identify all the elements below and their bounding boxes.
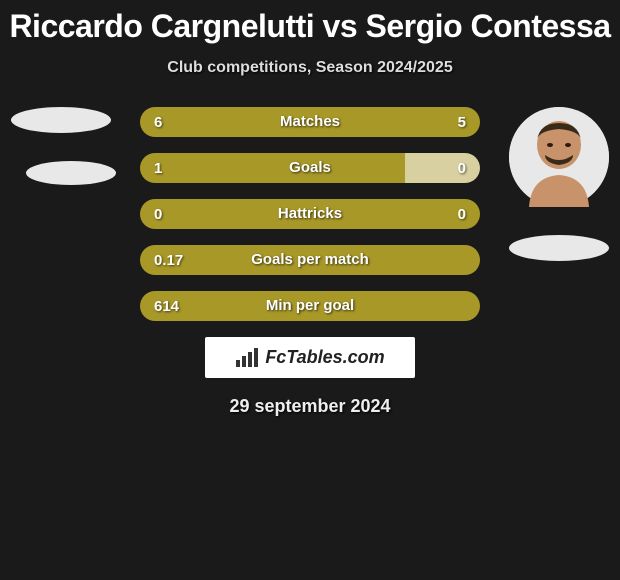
stat-value-left: 0.17 — [154, 252, 183, 269]
player1-avatar-column — [6, 107, 116, 185]
comparison-content: Matches65Goals10Hattricks00Goals per mat… — [0, 107, 620, 417]
stat-value-right: 5 — [458, 114, 466, 131]
logo-box: FcTables.com — [205, 337, 415, 378]
stat-value-left: 0 — [154, 206, 162, 223]
player1-graphic-oval — [26, 161, 116, 185]
bar-chart-icon — [235, 348, 261, 368]
date-label: 29 september 2024 — [0, 396, 620, 417]
stat-value-left: 1 — [154, 160, 162, 177]
stat-value-left: 6 — [154, 114, 162, 131]
vs-label: vs — [323, 8, 358, 44]
stats-bars: Matches65Goals10Hattricks00Goals per mat… — [140, 107, 480, 321]
stat-row: Hattricks00 — [140, 199, 480, 229]
stat-value-left: 614 — [154, 298, 179, 315]
stat-row: Goals per match0.17 — [140, 245, 480, 275]
page-title: Riccardo Cargnelutti vs Sergio Contessa — [0, 0, 620, 45]
stat-value-right: 0 — [458, 206, 466, 223]
player2-graphic-oval — [509, 235, 609, 261]
avatar-placeholder-icon — [509, 107, 609, 207]
stat-row: Min per goal614 — [140, 291, 480, 321]
player2-avatar-column — [504, 107, 614, 261]
player1-name: Riccardo Cargnelutti — [9, 8, 314, 44]
stat-value-right: 0 — [458, 160, 466, 177]
player1-graphic-oval — [11, 107, 111, 133]
stat-row: Goals10 — [140, 153, 480, 183]
player2-avatar — [509, 107, 609, 207]
stat-row: Matches65 — [140, 107, 480, 137]
logo-text: FcTables.com — [265, 347, 384, 368]
player2-name: Sergio Contessa — [366, 8, 611, 44]
subtitle: Club competitions, Season 2024/2025 — [0, 59, 620, 77]
